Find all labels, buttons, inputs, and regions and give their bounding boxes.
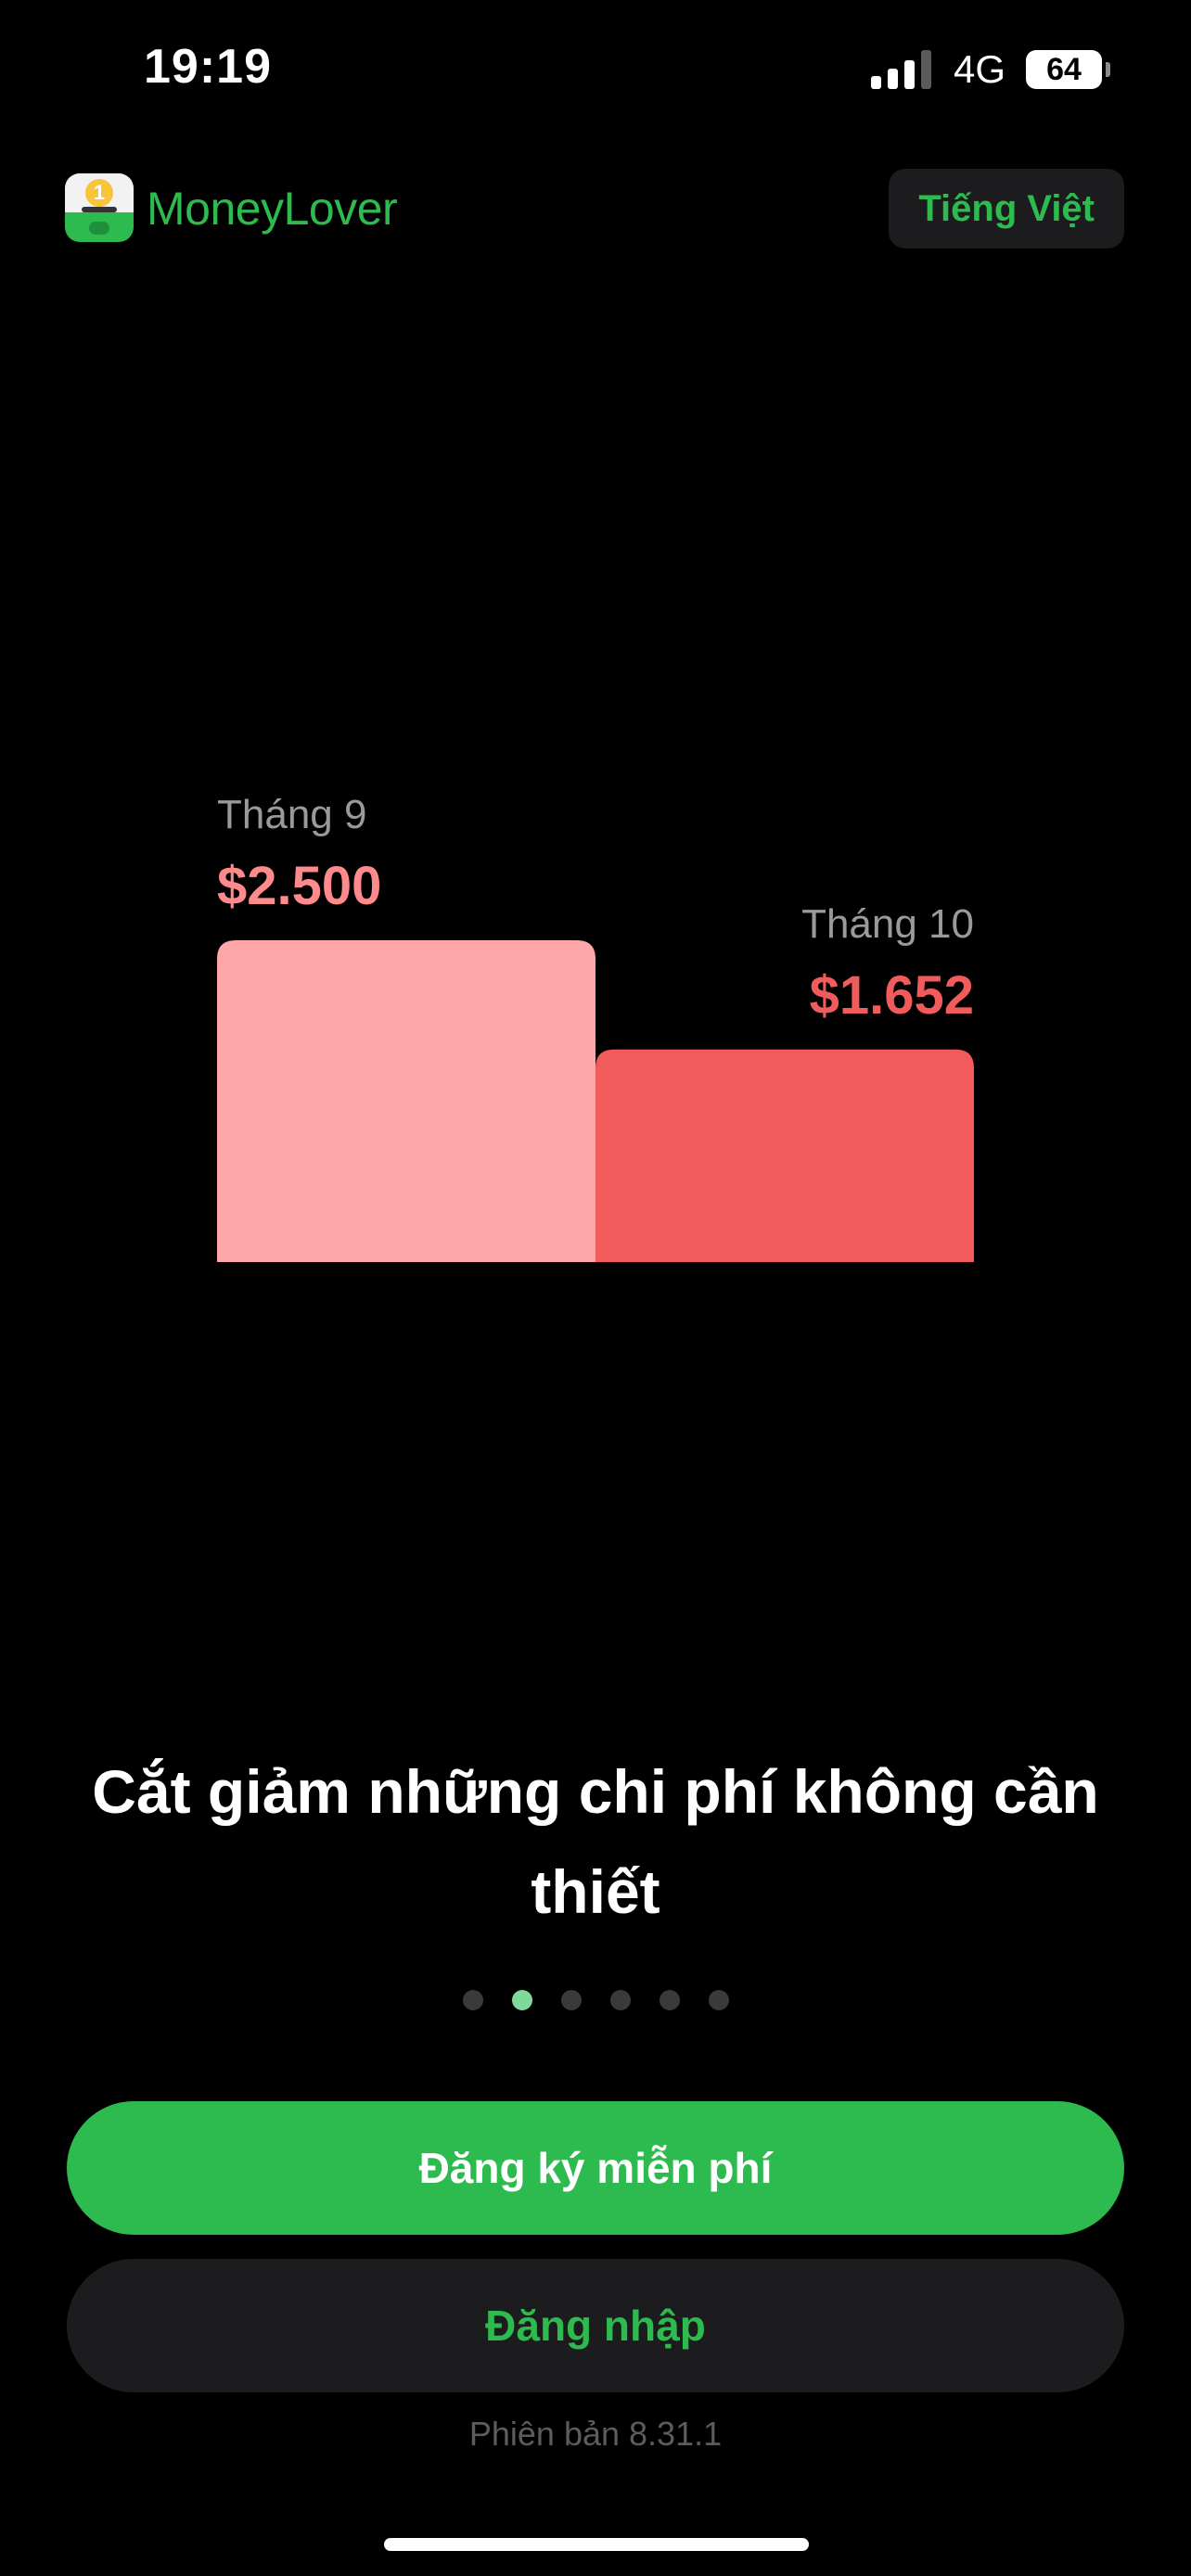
- page-dot[interactable]: [560, 1990, 582, 2010]
- version-label: Phiên bản 8.31.1: [468, 2415, 723, 2453]
- battery-icon: 64: [1026, 50, 1110, 89]
- page-indicator: [0, 1990, 1191, 2010]
- onboarding-headline: Cắt giảm những chi phí không cần thiết: [92, 1757, 1099, 1926]
- logo-coin: 1: [85, 179, 113, 207]
- spending-comparison-chart: Tháng 9 $2.500 Tháng 10 $1.652: [0, 723, 1191, 1280]
- bar-label-month-9: Tháng 9: [217, 792, 367, 837]
- home-indicator: [384, 2538, 809, 2551]
- language-selector-button[interactable]: Tiếng Việt: [889, 169, 1124, 249]
- cellular-signal-icon: [870, 50, 931, 89]
- money-lover-logo-icon: 1: [65, 173, 134, 242]
- status-bar: 19:19 4G 64: [0, 0, 1191, 139]
- page-dot[interactable]: [659, 1990, 680, 2010]
- bar-0: [217, 940, 596, 1262]
- bar-value-month-10: $1.652: [809, 964, 974, 1026]
- signup-button[interactable]: Đăng ký miễn phí: [67, 2101, 1124, 2235]
- signal-bar: [903, 60, 915, 89]
- battery-level: 64: [1046, 51, 1082, 87]
- brand-name: MoneyLover: [147, 183, 398, 235]
- app-header: 1 MoneyLover Tiếng Việt: [65, 169, 1124, 249]
- status-time: 19:19: [144, 40, 272, 94]
- page-dot[interactable]: [708, 1990, 729, 2010]
- status-indicators: 4G 64: [870, 46, 1110, 93]
- login-button[interactable]: Đăng nhập: [67, 2259, 1124, 2392]
- signal-bar: [870, 76, 881, 89]
- bar-value-month-9: $2.500: [217, 856, 382, 916]
- battery-tip: [1106, 62, 1110, 77]
- signal-bar: [920, 50, 931, 89]
- bar-1: [596, 1049, 974, 1262]
- signal-bar: [887, 69, 898, 89]
- chart-bars: [217, 940, 974, 1262]
- page-dot[interactable]: [462, 1990, 483, 2010]
- network-type: 4G: [953, 47, 1005, 91]
- page-dot[interactable]: [609, 1990, 631, 2010]
- bar-label-month-10: Tháng 10: [801, 900, 974, 947]
- page-dot[interactable]: [511, 1990, 532, 2010]
